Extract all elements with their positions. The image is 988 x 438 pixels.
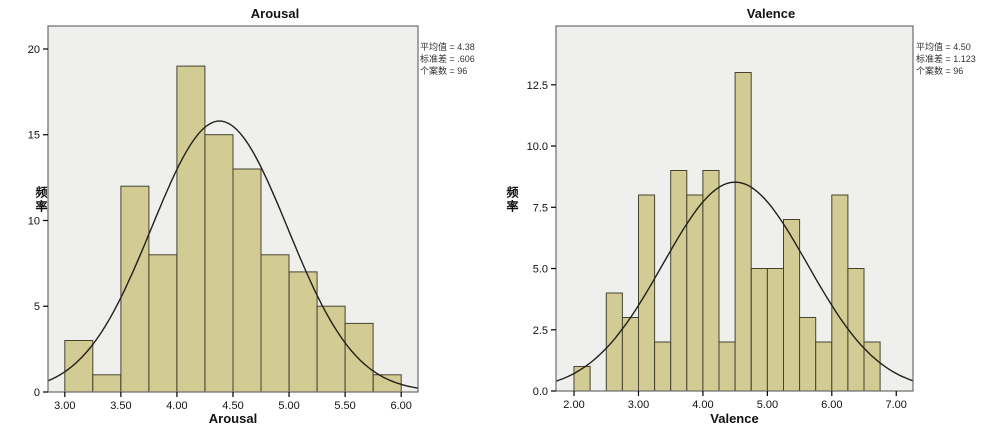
y-tick-label: 7.5 — [533, 202, 548, 214]
histogram-bar — [847, 268, 865, 392]
histogram-bar — [573, 366, 591, 392]
y-tick-label: 5.0 — [533, 264, 548, 276]
histogram-bar — [670, 170, 688, 392]
histogram-bar — [148, 254, 178, 393]
histogram-bar — [831, 194, 849, 392]
histogram-bar — [176, 65, 206, 393]
arousal-histogram-plot: 3.00 3.50 4.00 4.50 5.00 5.50 6.00 0 5 10 15 20 — [28, 25, 419, 412]
x-tick-label: 2.00 — [563, 399, 584, 411]
histogram-bar — [734, 72, 752, 392]
y-tick-label: 12.5 — [527, 80, 548, 92]
stat-stddev: 标准差 = 1.123 — [916, 54, 976, 65]
x-tick-label: 5.50 — [334, 400, 355, 412]
x-tick-label: 6.00 — [821, 399, 842, 411]
stat-n: 个案数 = 96 — [420, 66, 468, 77]
arousal-histogram-panel: 3.00 3.50 4.00 4.50 5.00 5.50 6.00 0 5 10 15 20 Aro… — [28, 6, 475, 426]
y-axis-title: 频率 — [34, 186, 48, 214]
x-tick-label: 4.00 — [166, 400, 187, 412]
y-tick-label: 5 — [34, 301, 40, 313]
normal-curve — [47, 120, 419, 389]
stats-legend: 平均值 = 4.38 标准差 = .606 个案数 = 96 — [420, 41, 475, 77]
histogram-bar — [750, 268, 768, 392]
x-tick-label: 5.00 — [757, 399, 778, 411]
histogram-bar — [702, 170, 720, 392]
histogram-bar — [204, 134, 234, 393]
x-tick-label: 7.00 — [885, 399, 906, 411]
stat-mean: 平均值 = 4.50 — [916, 42, 971, 52]
valence-histogram-panel: 2.00 3.00 4.00 5.00 6.00 7.00 0.0 2.5 5.0 7.5 10.0… — [494, 0, 988, 438]
histogram-bar — [260, 254, 290, 393]
y-tick-label: 20 — [28, 44, 40, 56]
histogram-bar — [288, 271, 318, 393]
stats-legend: 平均值 = 4.50 标准差 = 1.123 个案数 = 96 — [916, 41, 976, 77]
y-tick-label: 10 — [28, 216, 40, 228]
x-tick-label: 3.00 — [628, 399, 649, 411]
y-tick-label: 0.0 — [533, 386, 548, 398]
y-tick-label: 15 — [28, 130, 40, 142]
histogram-bar — [64, 340, 94, 393]
stat-stddev: 标准差 = .606 — [420, 54, 475, 65]
stat-mean: 平均值 = 4.38 — [420, 42, 475, 52]
histogram-bar — [316, 305, 346, 393]
x-tick-label: 4.50 — [222, 400, 243, 412]
y-axis-title: 频率 — [505, 186, 519, 214]
x-tick-label: 3.00 — [54, 400, 75, 412]
histogram-bar — [799, 317, 817, 392]
x-tick-label: 6.00 — [390, 400, 411, 412]
y-tick-label: 0 — [34, 387, 40, 399]
x-tick-label: 3.50 — [110, 400, 131, 412]
histogram-bar — [718, 341, 736, 392]
chart-title: Arousal — [250, 6, 300, 21]
x-axis-title: Valence — [710, 411, 759, 426]
histogram-bar — [605, 292, 623, 392]
x-axis-title: Arousal — [208, 411, 258, 426]
valence-histogram-plot: 2.00 3.00 4.00 5.00 6.00 7.00 0.0 2.5 5.0 7.5 10.0… — [527, 25, 914, 411]
y-tick-label: 10.0 — [527, 141, 548, 153]
y-tick-label: 2.5 — [533, 325, 548, 337]
histogram-bar — [621, 317, 639, 392]
histogram-bar — [654, 341, 672, 392]
normal-curve — [555, 181, 914, 382]
histogram-bar — [766, 268, 784, 392]
histogram-bar — [686, 194, 704, 392]
plot-frame — [555, 25, 914, 392]
histogram-bar — [863, 341, 881, 392]
x-tick-label: 5.00 — [278, 400, 299, 412]
histogram-bar — [92, 374, 122, 393]
chart-title: Valence — [746, 6, 796, 21]
histogram-bar — [232, 168, 262, 393]
histogram-bar — [344, 322, 374, 393]
histogram-bar — [815, 341, 833, 392]
x-tick-label: 4.00 — [692, 399, 713, 411]
stat-n: 个案数 = 96 — [916, 66, 964, 77]
